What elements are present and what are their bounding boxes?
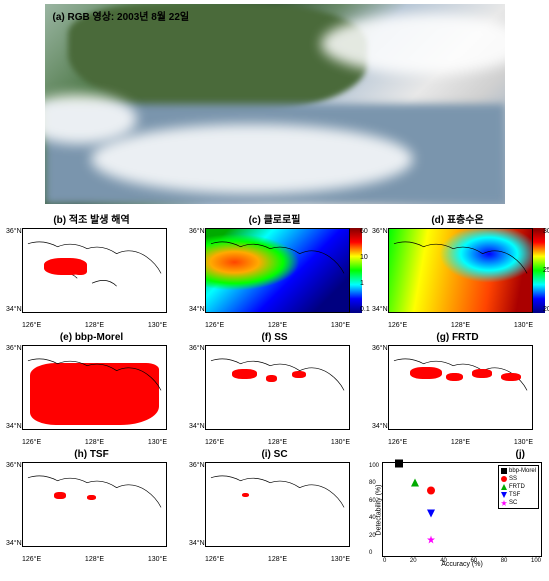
detection-zone bbox=[232, 369, 258, 379]
scatter-point-ss bbox=[427, 486, 435, 497]
panel-e: (e) bbp-Morel 36°N34°N 126°E128°E130°E bbox=[4, 331, 179, 446]
y-axis-ticks: 36°N34°N bbox=[6, 345, 22, 430]
detection-zone bbox=[472, 369, 492, 377]
panel-i-label: (i) SC bbox=[187, 448, 362, 462]
x-axis-ticks: 126°E128°E130°E bbox=[388, 439, 533, 446]
rgb-satellite-panel: (a) RGB 영상: 2003년 8월 22일 bbox=[45, 4, 505, 204]
rgb-label: (a) RGB 영상: 2003년 8월 22일 bbox=[53, 8, 190, 23]
panel-j: (j) Detectability (%) Accuracy (%) bbp-M… bbox=[370, 448, 545, 563]
coastline bbox=[206, 463, 349, 547]
y-axis-ticks: 36°N34°N bbox=[189, 228, 205, 313]
scatter-xticks: 020406080100 bbox=[383, 558, 541, 564]
legend-item-ss: SS bbox=[501, 475, 536, 483]
coastline bbox=[206, 229, 349, 313]
panel-d: (d) 표층수온 36°N34°N 302520 126°E128°E130°E bbox=[370, 214, 545, 329]
detection-zone bbox=[266, 375, 277, 382]
scatter-plot: Detectability (%) Accuracy (%) bbp-Morel… bbox=[382, 462, 542, 557]
map-c bbox=[205, 228, 350, 313]
map-g bbox=[388, 345, 533, 430]
panel-f-label: (f) SS bbox=[187, 331, 362, 345]
panel-b-label: (b) 적조 발생 해역 bbox=[4, 214, 179, 228]
panel-g-label: (g) FRTD bbox=[370, 331, 545, 345]
scatter-point-bbp-morel bbox=[395, 459, 403, 470]
scatter-legend: bbp-MorelSSFRTDTSFSC bbox=[498, 465, 539, 509]
legend-item-frtd: FRTD bbox=[501, 483, 536, 491]
map-d bbox=[388, 228, 533, 313]
y-axis-ticks: 36°N34°N bbox=[6, 462, 22, 547]
map-i bbox=[205, 462, 350, 547]
panel-d-label: (d) 표층수온 bbox=[370, 214, 545, 228]
panel-f: (f) SS 36°N34°N 126°E128°E130°E bbox=[187, 331, 362, 446]
y-axis-ticks: 36°N34°N bbox=[6, 228, 22, 313]
map-h bbox=[22, 462, 167, 547]
detection-zone bbox=[242, 493, 249, 497]
panel-c-label: (c) 클로로필 bbox=[187, 214, 362, 228]
y-axis-ticks: 36°N34°N bbox=[372, 345, 388, 430]
panel-g: (g) FRTD 36°N34°N 126°E128°E130°E bbox=[370, 331, 545, 446]
colorbar-sst-ticks: 302520 bbox=[543, 228, 549, 313]
detection-zone bbox=[501, 373, 521, 381]
scatter-point-sc bbox=[427, 535, 435, 546]
x-axis-ticks: 126°E128°E130°E bbox=[388, 322, 533, 329]
scatter-point-frtd bbox=[411, 478, 419, 489]
scatter-yticks: 020406080100 bbox=[369, 463, 379, 556]
coastline bbox=[23, 346, 166, 430]
map-f bbox=[205, 345, 350, 430]
x-axis-ticks: 126°E128°E130°E bbox=[22, 322, 167, 329]
detection-zone bbox=[446, 373, 463, 381]
cloud-region bbox=[91, 124, 413, 194]
panel-e-label: (e) bbp-Morel bbox=[4, 331, 179, 345]
x-axis-ticks: 126°E128°E130°E bbox=[205, 556, 350, 563]
x-axis-ticks: 126°E128°E130°E bbox=[22, 439, 167, 446]
detection-zone bbox=[410, 367, 441, 379]
map-b bbox=[22, 228, 167, 313]
coastline bbox=[23, 463, 166, 547]
redtide-zone bbox=[73, 266, 87, 274]
y-axis-ticks: 36°N34°N bbox=[189, 345, 205, 430]
detection-zone bbox=[54, 492, 65, 499]
coastline bbox=[206, 346, 349, 430]
y-axis-ticks: 36°N34°N bbox=[189, 462, 205, 547]
coastline bbox=[389, 229, 532, 313]
panel-grid: (b) 적조 발생 해역 36°N34°N 126°E128°E130°E (c… bbox=[4, 214, 545, 563]
panel-i: (i) SC 36°N34°N 126°E128°E130°E bbox=[187, 448, 362, 563]
coastline bbox=[389, 346, 532, 430]
detection-zone bbox=[87, 495, 96, 500]
legend-item-bbp-morel: bbp-Morel bbox=[501, 467, 536, 475]
legend-item-sc: SC bbox=[501, 499, 536, 507]
map-e bbox=[22, 345, 167, 430]
legend-item-tsf: TSF bbox=[501, 491, 536, 499]
y-axis-ticks: 36°N34°N bbox=[372, 228, 388, 313]
x-axis-ticks: 126°E128°E130°E bbox=[205, 439, 350, 446]
detection-zone bbox=[292, 371, 306, 378]
panel-b: (b) 적조 발생 해역 36°N34°N 126°E128°E130°E bbox=[4, 214, 179, 329]
x-axis-ticks: 126°E128°E130°E bbox=[22, 556, 167, 563]
x-axis-ticks: 126°E128°E130°E bbox=[205, 322, 350, 329]
panel-c: (c) 클로로필 36°N34°N 601010.1 126°E128°E130… bbox=[187, 214, 362, 329]
panel-h-label: (h) TSF bbox=[4, 448, 179, 462]
panel-h: (h) TSF 36°N34°N 126°E128°E130°E bbox=[4, 448, 179, 563]
scatter-point-tsf bbox=[427, 510, 435, 521]
